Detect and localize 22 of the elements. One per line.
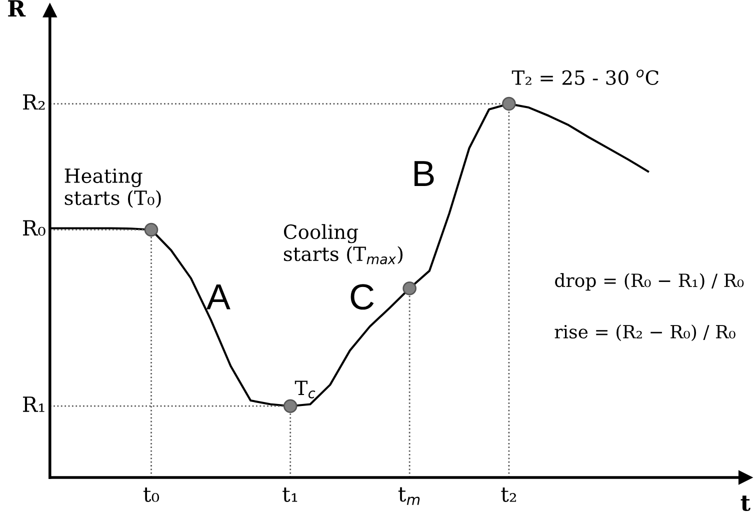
annotation: B bbox=[414, 161, 434, 186]
annotation: Cooling starts (T$_{max}$) bbox=[284, 224, 403, 264]
annotation: T$_{c}$ bbox=[294, 380, 316, 398]
text: T₂ = 25 - 30 $^{o}$C bbox=[512, 70, 658, 85]
x-tick-label: t₂ bbox=[501, 487, 516, 502]
ref-line-label: R₀ bbox=[23, 220, 46, 236]
point bbox=[283, 399, 298, 414]
annotation: drop = (R₀ − R₁) / R₀ bbox=[555, 273, 744, 291]
annotation: A bbox=[206, 284, 230, 310]
x-tick-label: t$_{m}$ bbox=[398, 487, 420, 505]
x-tick-label: t₁ bbox=[282, 487, 298, 502]
annotation: C bbox=[350, 284, 374, 310]
ref-line-label: R₁ bbox=[23, 396, 44, 412]
point bbox=[402, 281, 416, 296]
x-tick-label: t₀ bbox=[143, 487, 160, 502]
point bbox=[144, 222, 158, 237]
x-axis-title: t bbox=[740, 496, 750, 512]
annotation: Heating starts (T₀) bbox=[64, 168, 161, 208]
annotation: rise = (R₂ − R₀) / R₀ bbox=[554, 324, 736, 342]
point bbox=[502, 96, 516, 111]
ref-line-label: R₂ bbox=[23, 94, 45, 110]
y-axis-title: R bbox=[8, 0, 26, 17]
